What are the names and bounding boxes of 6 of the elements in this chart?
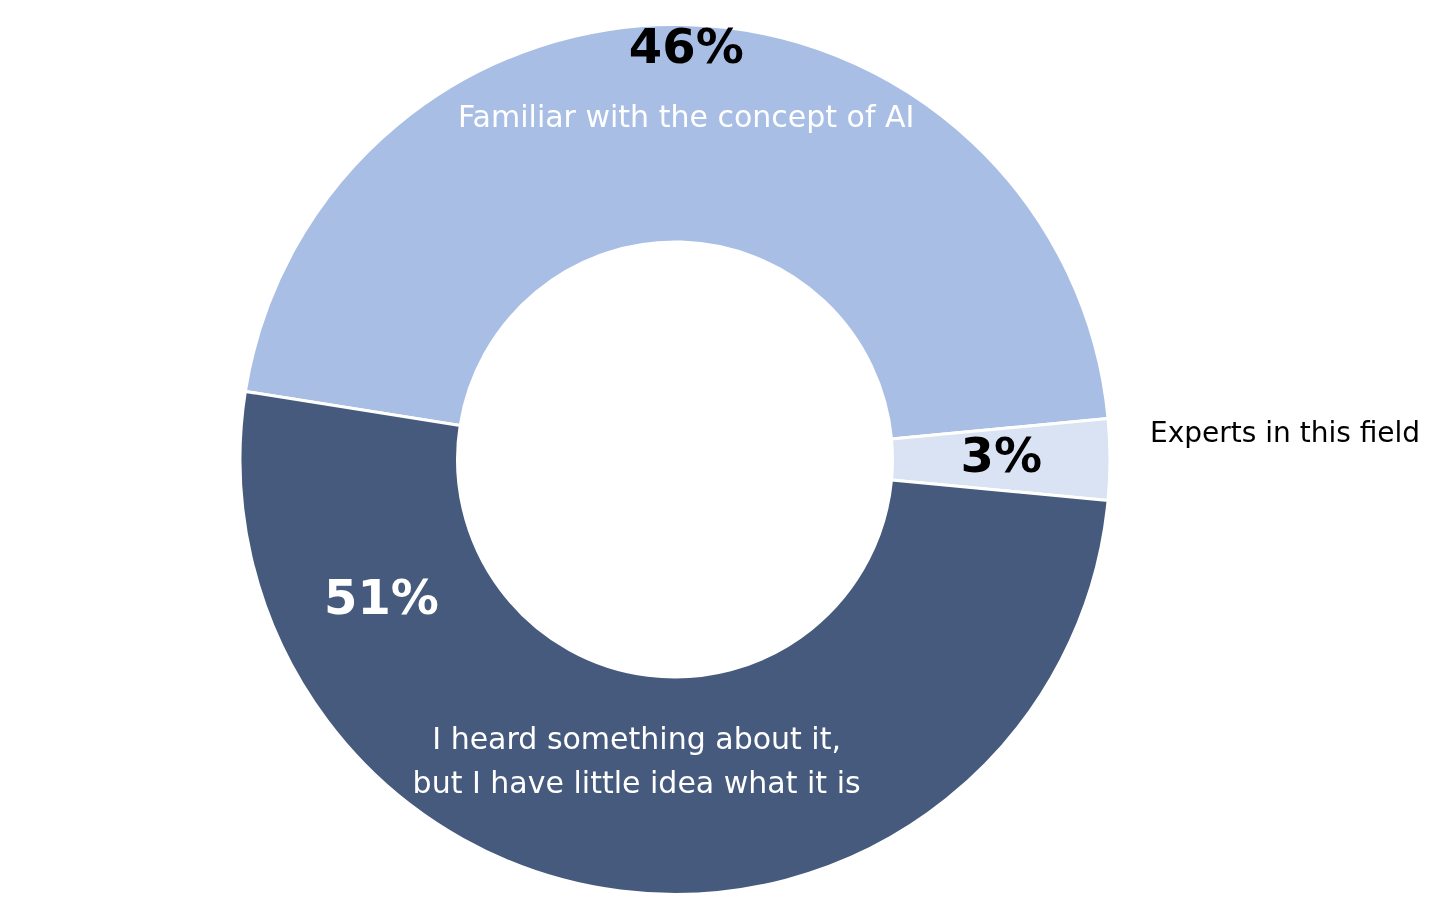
slice-label: I heard something about it, but I have little idea what it is (412, 721, 861, 801)
slice-label: Familiar with the concept of AI (458, 98, 915, 134)
data-label: 46% (628, 18, 744, 75)
data-label: 51% (324, 569, 439, 626)
slice-label: Experts in this field (1150, 415, 1421, 449)
data-label: 3% (960, 426, 1042, 483)
